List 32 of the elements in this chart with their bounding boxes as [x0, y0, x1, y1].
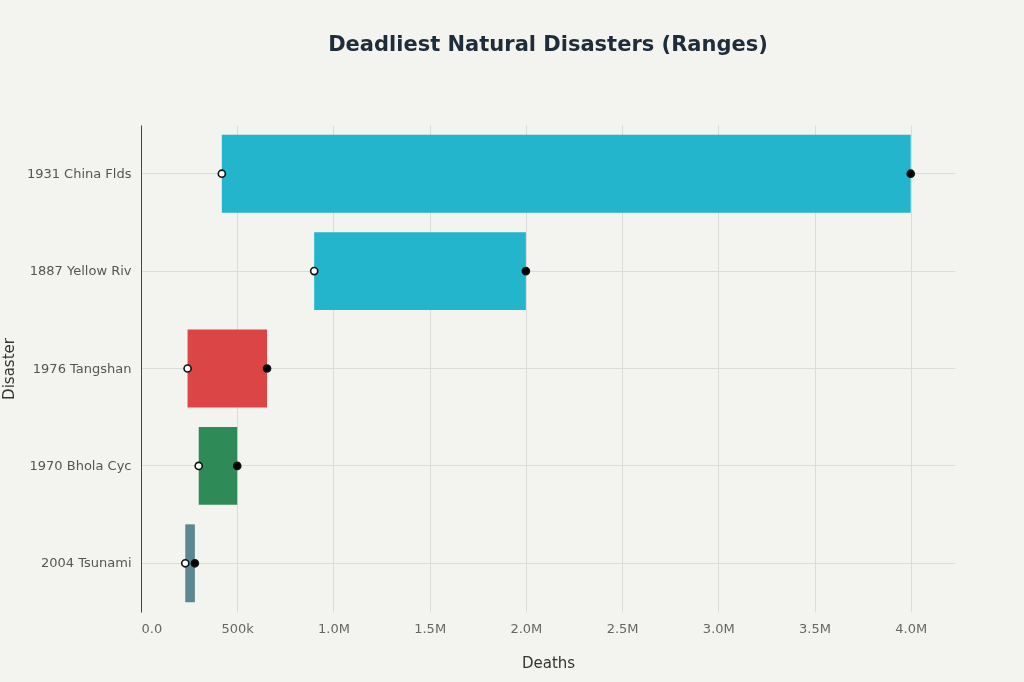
- point: [906, 169, 916, 179]
- y-tick-label: 1887 Yellow Riv: [29, 263, 132, 279]
- chart-title: Deadliest Natural Disasters (Ranges): [328, 32, 768, 56]
- bar: [185, 524, 195, 603]
- point: [232, 461, 242, 471]
- x-axis-title: Deaths: [521, 653, 576, 672]
- point: [262, 364, 272, 373]
- bar: [314, 232, 526, 311]
- x-tick-label: 1.0M: [317, 620, 350, 636]
- bar: [221, 134, 911, 213]
- x-tick-label: 4.0M: [895, 620, 928, 636]
- y-axis-title: Disaster: [0, 337, 18, 400]
- x-tick-label: 3.0M: [702, 620, 735, 636]
- x-tick-label: 3.5M: [799, 620, 831, 636]
- x-tick-label: 500k: [221, 620, 255, 636]
- x-tick-label: 2.0M: [510, 620, 543, 636]
- point: [183, 364, 192, 373]
- y-tick-label: 1931 China Flds: [26, 165, 132, 181]
- point: [190, 558, 200, 568]
- point: [521, 266, 531, 276]
- point: [180, 558, 190, 568]
- y-tick-label: 1976 Tangshan: [32, 360, 132, 376]
- point: [309, 266, 319, 276]
- point: [217, 169, 227, 179]
- point: [194, 461, 204, 471]
- y-tick-label: 1970 Bhola Cyc: [29, 457, 132, 473]
- x-tick-label: 0.0: [141, 620, 163, 636]
- bar: [187, 329, 268, 408]
- bar: [198, 426, 238, 505]
- y-tick-label: 2004 Tsunami: [41, 555, 132, 571]
- x-tick-label: 1.5M: [414, 620, 447, 636]
- x-tick-label: 2.5M: [606, 620, 639, 636]
